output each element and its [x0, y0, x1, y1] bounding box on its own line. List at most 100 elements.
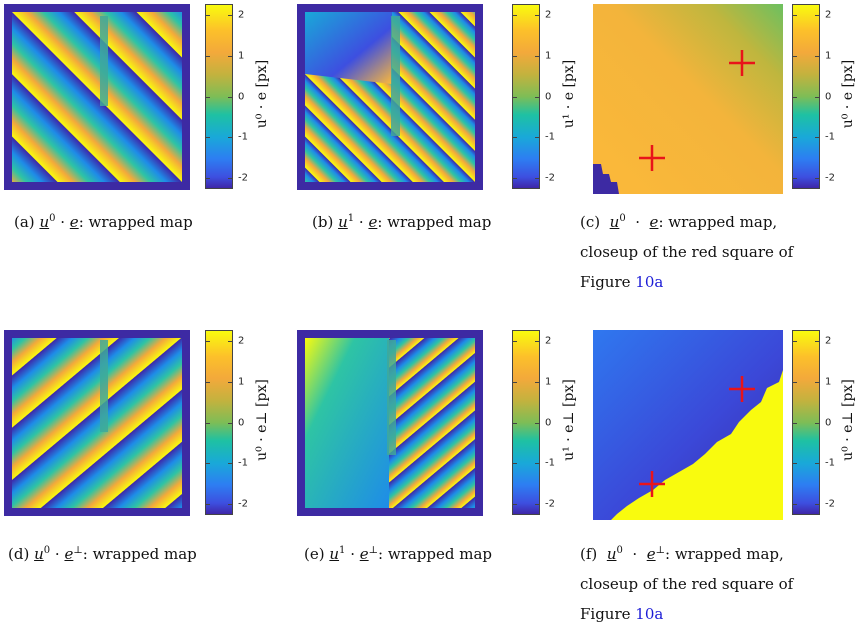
colorbar-tick-label: 2 — [238, 9, 245, 21]
colorbar-tick-mark — [228, 178, 232, 179]
colorbar-a: 2 1 0 -1 -2 — [205, 4, 248, 189]
colorbar-tick-mark — [815, 178, 819, 179]
colorbar-tick-mark — [815, 55, 819, 57]
colorbar-tick-mark — [513, 422, 517, 424]
colorbar-tick-label: -2 — [825, 172, 835, 184]
colorbar-tick-mark — [793, 422, 797, 424]
colorbar-tick-mark — [206, 178, 210, 179]
cross-marker-upper — [729, 376, 755, 402]
colorbar-tick-mark — [793, 15, 797, 16]
colorbar-tick-mark — [228, 55, 232, 57]
colorbar-label-c: u⁰ · e [px] — [840, 59, 856, 129]
colorbar-tick-mark — [513, 55, 517, 57]
colorbar-tick-mark — [535, 178, 539, 179]
colorbar-tick-label: -1 — [238, 131, 248, 143]
map-f-closeup-u0-eperp — [593, 330, 783, 520]
colorbar-tick-mark — [793, 504, 797, 505]
map-b-wrapped-u1-e — [297, 4, 483, 190]
colorbar-tick-mark — [815, 504, 819, 505]
colorbar-tick-label: 2 — [825, 335, 832, 347]
colorbar-tick-mark — [793, 341, 797, 342]
cross-marker-lower — [639, 471, 665, 497]
colorbar-tick-label: 2 — [545, 9, 552, 21]
colorbar-tick-mark — [535, 341, 539, 342]
colorbar-tick-mark — [815, 15, 819, 16]
colorbar-tick-mark — [815, 341, 819, 342]
colorbar-label-f: u⁰ · e⊥ [px] — [840, 379, 856, 461]
caption-d: (d) u0 · e⊥: wrapped map — [8, 545, 197, 563]
colorbar-tick-label: -2 — [238, 498, 248, 510]
colorbar-tick-mark — [206, 137, 210, 139]
colorbar-tick-mark — [206, 422, 210, 424]
colorbar-label-b: u¹ · e [px] — [561, 59, 577, 129]
colorbar-tick-mark — [793, 381, 797, 383]
colorbar-tick-mark — [206, 15, 210, 16]
colorbar-tick-mark — [228, 341, 232, 342]
figure-ref-link-f[interactable]: 10a — [635, 605, 664, 623]
colorbar-tick-mark — [793, 463, 797, 465]
colorbar-tick-mark — [513, 96, 517, 98]
colorbar-tick-mark — [535, 15, 539, 16]
colorbar-tick-mark — [513, 341, 517, 342]
colorbar-tick-mark — [535, 137, 539, 139]
colorbar-tick-mark — [513, 15, 517, 16]
colorbar-tick-label: -2 — [825, 498, 835, 510]
colorbar-tick-mark — [535, 504, 539, 505]
caption-c: (c) u0 · e: wrapped map, closeup of the … — [580, 213, 794, 291]
colorbar-tick-label: 1 — [825, 376, 832, 388]
colorbar-tick-mark — [206, 341, 210, 342]
caption-a: (a) u0 · e: wrapped map — [14, 213, 193, 231]
colorbar-tick-mark — [535, 422, 539, 424]
colorbar-tick-label: 2 — [238, 335, 245, 347]
colorbar-tick-label: 1 — [238, 376, 245, 388]
colorbar-c: 2 1 0 -1 -2 — [792, 4, 835, 189]
colorbar-tick-mark — [228, 96, 232, 98]
colorbar-label-d: u⁰ · e⊥ [px] — [254, 379, 270, 461]
colorbar-tick-label: 0 — [825, 91, 832, 102]
map-a-wrapped-u0-e — [4, 4, 190, 190]
colorbar-tick-label: 1 — [545, 50, 552, 62]
colorbar-tick-mark — [228, 504, 232, 505]
colorbar-tick-label: 0 — [545, 417, 552, 428]
colorbar-tick-label: 0 — [825, 417, 832, 428]
caption-e: (e) u1 · e⊥: wrapped map — [304, 545, 493, 563]
colorbar-tick-label: 0 — [238, 91, 245, 102]
caption-b: (b) u1 · e: wrapped map — [312, 213, 492, 231]
colorbar-label-a: u⁰ · e [px] — [254, 59, 270, 129]
colorbar-f: 2 1 0 -1 -2 — [792, 330, 835, 515]
colorbar-tick-mark — [513, 178, 517, 179]
colorbar-label-e: u¹ · e⊥ [px] — [561, 379, 577, 461]
colorbar-tick-mark — [535, 381, 539, 383]
cross-marker-lower — [639, 145, 665, 171]
figure-ref-link-c[interactable]: 10a — [635, 273, 664, 291]
colorbar-tick-label: -1 — [238, 457, 248, 469]
colorbar-tick-label: -2 — [545, 498, 555, 510]
colorbar-tick-mark — [513, 463, 517, 465]
colorbar-tick-mark — [815, 422, 819, 424]
colorbar-d: 2 1 0 -1 -2 — [205, 330, 248, 515]
colorbar-tick-mark — [206, 96, 210, 98]
colorbar-tick-mark — [206, 381, 210, 383]
colorbar-tick-label: 0 — [238, 417, 245, 428]
colorbar-tick-mark — [815, 463, 819, 465]
colorbar-tick-mark — [793, 55, 797, 57]
colorbar-tick-label: 0 — [545, 91, 552, 102]
colorbar-tick-mark — [815, 96, 819, 98]
colorbar-tick-label: -1 — [545, 131, 555, 143]
colorbar-tick-mark — [228, 422, 232, 424]
colorbar-tick-label: 1 — [238, 50, 245, 62]
colorbar-tick-mark — [793, 137, 797, 139]
colorbar-e: 2 1 0 -1 -2 — [512, 330, 555, 515]
colorbar-tick-mark — [793, 178, 797, 179]
colorbar-tick-mark — [513, 137, 517, 139]
colorbar-tick-label: -1 — [825, 457, 835, 469]
colorbar-tick-label: 2 — [545, 335, 552, 347]
colorbar-tick-mark — [513, 504, 517, 505]
colorbar-tick-mark — [228, 463, 232, 465]
map-e-wrapped-u1-eperp — [297, 330, 483, 516]
colorbar-b: 2 1 0 -1 -2 — [512, 4, 555, 189]
caption-f: (f) u0 · e⊥: wrapped map, closeup of the… — [580, 545, 794, 623]
colorbar-tick-label: 1 — [545, 376, 552, 388]
cross-marker-upper — [729, 50, 755, 76]
colorbar-tick-mark — [228, 15, 232, 16]
